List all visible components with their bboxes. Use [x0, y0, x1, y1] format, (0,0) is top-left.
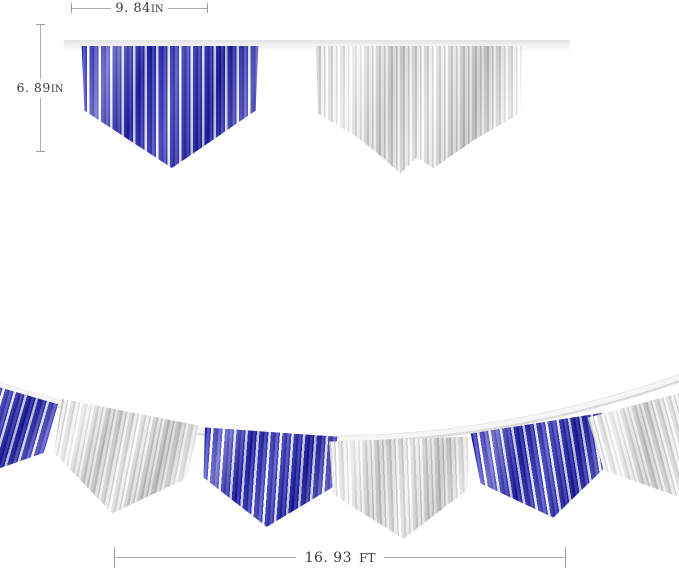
garland-pennant-3: [196, 427, 342, 532]
measure-tick-right: [565, 547, 566, 568]
width-measurement: 9. 84IN: [71, 1, 208, 15]
width-value: 9. 84: [115, 0, 151, 16]
measure-line: [384, 557, 565, 558]
pennant-silver-detail: [316, 46, 522, 174]
measure-line: [115, 557, 296, 558]
width-unit: IN: [150, 3, 164, 15]
measure-line: [72, 7, 112, 9]
length-value: 16. 93: [304, 549, 353, 566]
garland-pennant-6: [585, 380, 679, 519]
length-unit: FT: [359, 550, 376, 565]
measure-tick-top: [35, 24, 45, 25]
width-measurement-label: 9. 84IN: [111, 0, 168, 16]
height-measurement: 6. 89IN: [14, 24, 66, 152]
garland-pennant-4: [326, 436, 474, 541]
height-measurement-label: 6. 89IN: [14, 78, 66, 98]
measure-tick-left: [71, 3, 72, 13]
hanging-ribbon: [64, 40, 570, 47]
garland-pennant-2: [40, 398, 202, 527]
measure-line: [39, 97, 41, 151]
height-value: 6. 89: [16, 79, 51, 95]
measure-line: [167, 7, 207, 9]
measure-tick-right: [207, 3, 208, 13]
measure-tick-left: [114, 547, 115, 568]
garland-pennant-1: [0, 367, 62, 498]
measure-line: [39, 25, 41, 79]
pennant-blue-detail: [81, 46, 259, 168]
length-measurement: 16. 93 FT: [114, 547, 566, 568]
height-unit: IN: [50, 83, 64, 95]
measure-tick-bottom: [35, 151, 45, 152]
length-measurement-label: 16. 93 FT: [295, 549, 385, 566]
